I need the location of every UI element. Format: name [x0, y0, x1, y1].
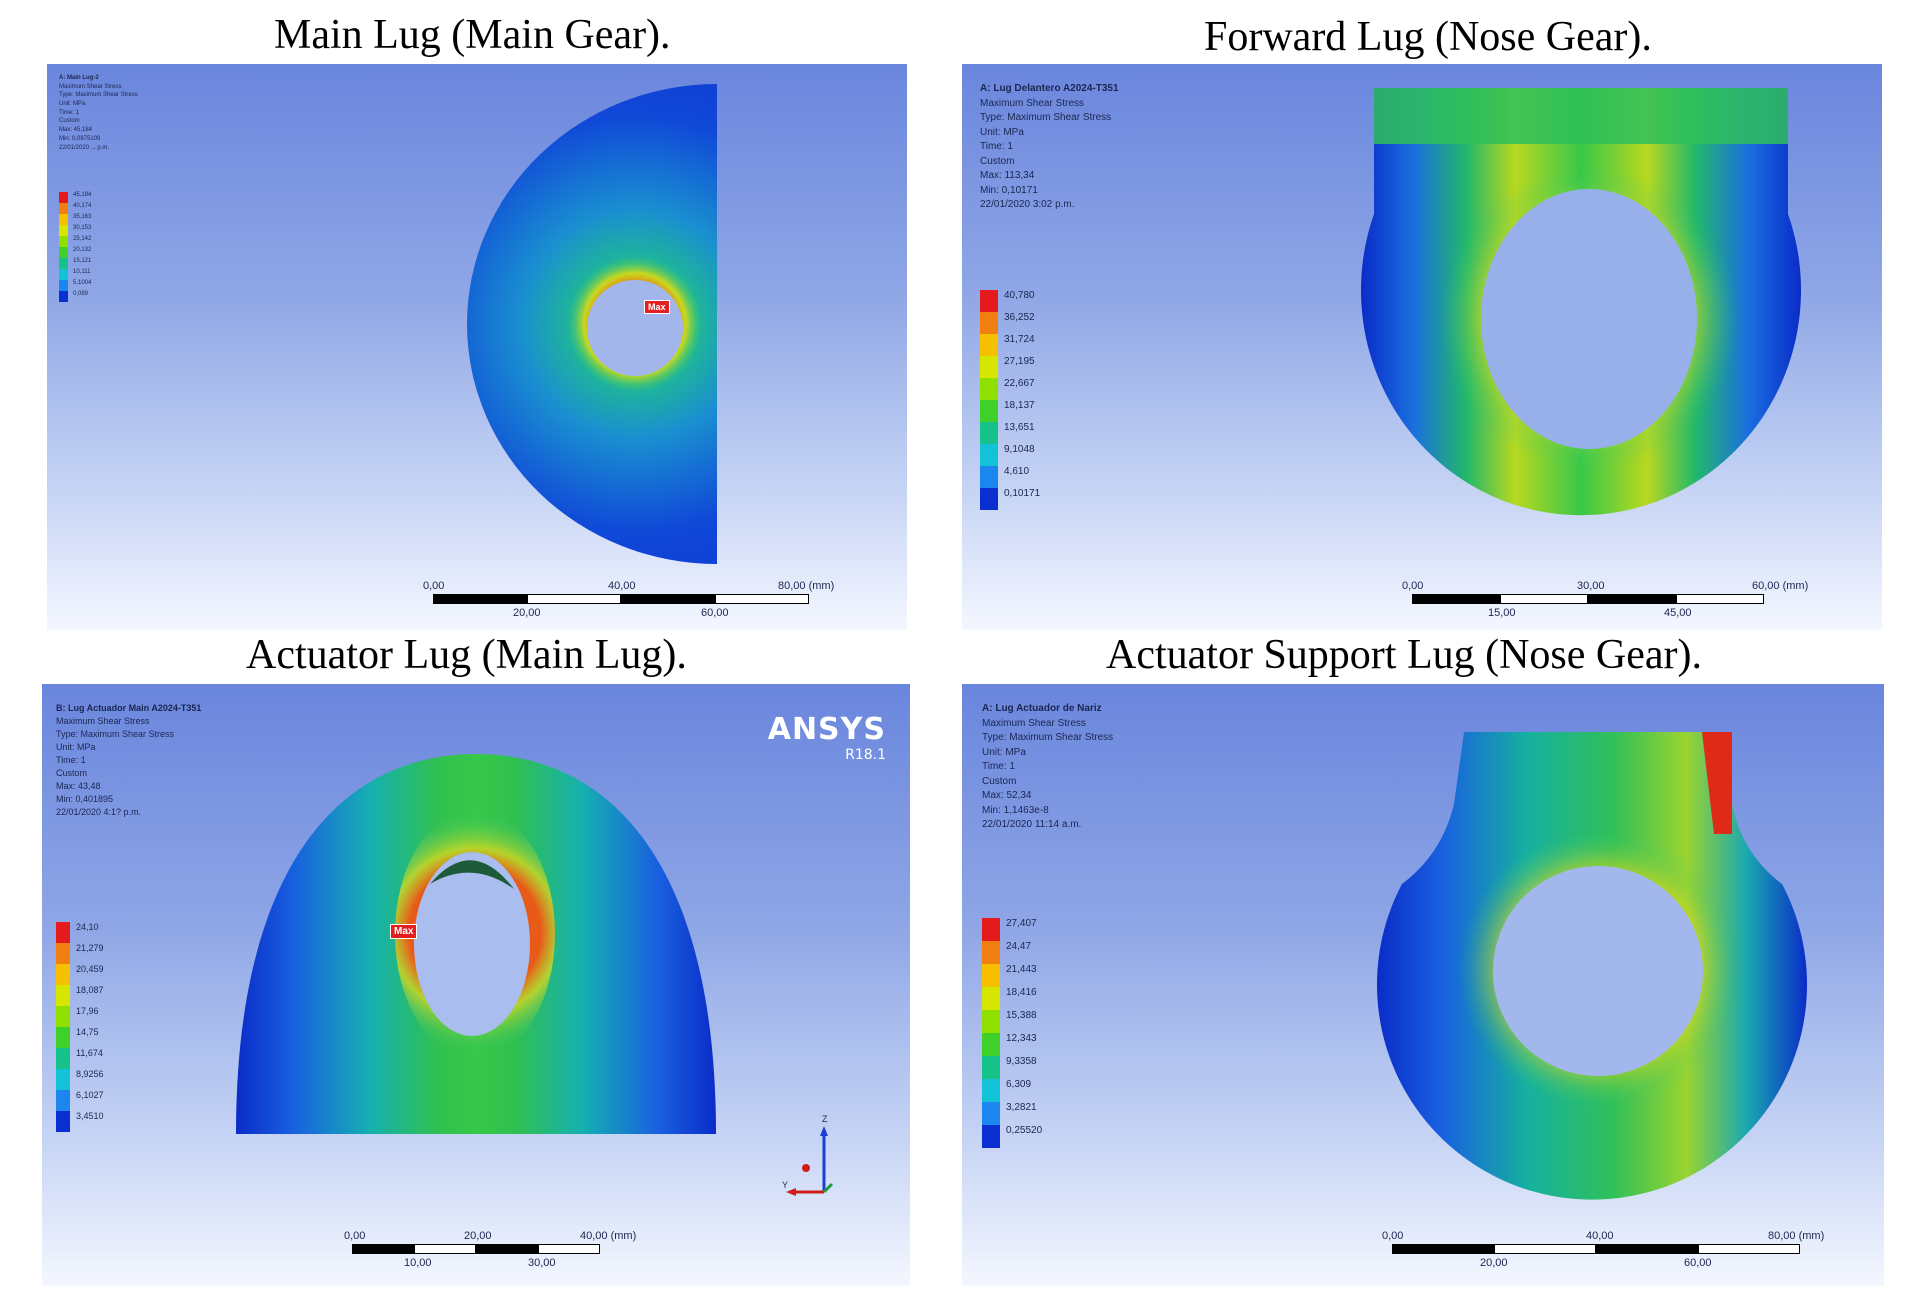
legend-swatch: [980, 290, 998, 312]
legend-swatch: [982, 1102, 1000, 1125]
legend-swatch: [982, 1010, 1000, 1033]
caption-forward-lug: Forward Lug (Nose Gear).: [1204, 14, 1652, 60]
legend-swatch: [56, 943, 70, 964]
legend-swatch: [59, 214, 68, 225]
forward-lug-info: A: Lug Delantero A2024-T351 Maximum Shea…: [980, 83, 1119, 210]
legend-swatch: [59, 247, 68, 258]
axis-triad-icon: Z Y: [782, 1114, 834, 1196]
legend-swatch: [980, 356, 998, 378]
actuator-lug-viewport[interactable]: B: Lug Actuador Main A2024-T351 Maximum …: [42, 684, 910, 1286]
legend-swatch: [59, 280, 68, 291]
legend-swatch: [59, 203, 68, 214]
legend-swatch: [56, 922, 70, 943]
legend-swatch: [56, 1048, 70, 1069]
legend-swatch: [980, 488, 998, 510]
legend-swatch: [59, 225, 68, 236]
actuator-support-lug-mesh: [1377, 732, 1807, 1200]
main-lug-mesh: [467, 84, 717, 564]
legend-swatch: [980, 466, 998, 488]
legend-swatch: [59, 291, 68, 302]
caption-actuator-lug: Actuator Lug (Main Lug).: [246, 632, 687, 678]
actuator-support-lug-viewport[interactable]: A: Lug Actuador de Nariz Maximum Shear S…: [962, 684, 1884, 1286]
main-lug-info: A: Main Lug-2 Maximum Shear Stress Type:…: [59, 75, 138, 151]
svg-text:Y: Y: [782, 1180, 788, 1190]
legend-swatch: [56, 1006, 70, 1027]
legend-swatch: [56, 1090, 70, 1111]
legend-swatch: [980, 378, 998, 400]
legend-swatch: [982, 964, 1000, 987]
legend-swatch: [59, 258, 68, 269]
legend-swatch: [56, 1111, 70, 1132]
ansys-logo: ANSYS R18.1: [767, 712, 886, 763]
forward-lug-mesh: [1361, 88, 1801, 516]
actuator-lug-info: B: Lug Actuador Main A2024-T351 Maximum …: [56, 703, 202, 818]
legend-swatch: [982, 1079, 1000, 1102]
legend-swatch: [59, 236, 68, 247]
legend-swatch: [980, 444, 998, 466]
svg-text:Z: Z: [822, 1114, 828, 1124]
actuator-support-lug-info: A: Lug Actuador de Nariz Maximum Shear S…: [982, 703, 1114, 830]
legend-swatch: [980, 400, 998, 422]
main-lug-viewport[interactable]: A: Main Lug-2 Maximum Shear Stress Type:…: [47, 64, 907, 630]
max-probe-label[interactable]: Max: [644, 300, 670, 314]
actuator-lug-mesh: [236, 754, 716, 1134]
main-lug-scale-bar: 0,00 40,00 80,00 (mm) 20,00 60,00: [423, 580, 835, 619]
forward-lug-viewport[interactable]: A: Lug Delantero A2024-T351 Maximum Shea…: [962, 64, 1882, 630]
legend-swatch: [56, 1027, 70, 1048]
caption-actuator-support-lug: Actuator Support Lug (Nose Gear).: [1106, 632, 1702, 678]
legend-swatch: [982, 1056, 1000, 1079]
forward-lug-scale-bar: 0,00 30,00 60,00 (mm) 15,00 45,00: [1402, 580, 1809, 619]
legend-swatch: [56, 964, 70, 985]
max-probe-label[interactable]: Max: [390, 924, 418, 939]
caption-main-lug: Main Lug (Main Gear).: [274, 12, 671, 58]
legend-swatch: [982, 987, 1000, 1010]
legend-swatch: [982, 918, 1000, 941]
legend-swatch: [980, 422, 998, 444]
legend-swatch: [982, 941, 1000, 964]
legend-swatch: [980, 312, 998, 334]
legend-swatch: [59, 192, 68, 203]
actuator-support-lug-scale-bar: 0,00 40,00 80,00 (mm) 20,00 60,00: [1382, 1230, 1825, 1269]
legend-swatch: [980, 334, 998, 356]
actuator-lug-scale-bar: 0,00 20,00 40,00 (mm) 10,00 30,00: [344, 1230, 637, 1269]
legend-swatch: [56, 1069, 70, 1090]
legend-swatch: [56, 985, 70, 1006]
legend-swatch: [59, 269, 68, 280]
legend-swatch: [982, 1125, 1000, 1148]
legend-swatch: [982, 1033, 1000, 1056]
